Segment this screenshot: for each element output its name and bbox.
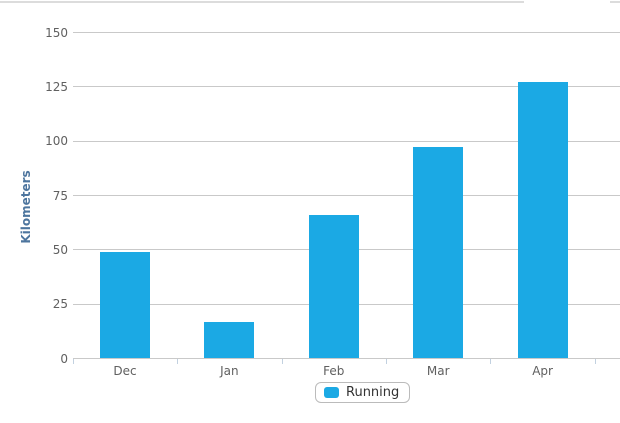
y-tick-label-50: 50 — [52, 242, 68, 257]
x-axis-tick — [72, 359, 74, 364]
gridline-150 — [73, 32, 620, 33]
x-label-jan: Jan — [220, 364, 239, 378]
gridline-75 — [73, 195, 620, 196]
x-axis-tick — [177, 359, 179, 364]
y-tick-label-100: 100 — [45, 134, 68, 149]
y-tick-label-0: 0 — [60, 351, 68, 366]
y-tick-label-150: 150 — [45, 25, 68, 40]
y-axis-title: Kilometers — [19, 170, 33, 244]
gridline-125 — [73, 86, 620, 88]
x-label-apr: Apr — [532, 364, 553, 378]
gridline-100 — [73, 140, 620, 142]
bar-dec[interactable] — [100, 252, 150, 359]
x-label-mar: Mar — [426, 364, 450, 378]
x-label-feb: Feb — [323, 364, 345, 378]
x-label-dec: Dec — [113, 364, 137, 378]
bar-mar[interactable] — [413, 146, 464, 359]
x-axis-tick — [594, 359, 596, 364]
x-axis-tick — [281, 359, 283, 364]
y-tick-label-25: 25 — [52, 297, 68, 312]
y-tick-label-125: 125 — [45, 79, 68, 94]
top-divider-line-right — [610, 1, 620, 3]
x-axis-tick — [490, 359, 492, 364]
y-tick-label-75: 75 — [52, 188, 68, 203]
x-axis-line — [73, 358, 620, 359]
bar-feb[interactable] — [308, 215, 359, 359]
x-axis-tick — [386, 359, 387, 364]
legend[interactable]: Running — [315, 382, 411, 403]
legend-label: Running — [346, 385, 400, 400]
bar-apr[interactable] — [517, 82, 568, 359]
bar-jan[interactable] — [204, 321, 255, 359]
top-divider-line — [0, 1, 524, 3]
legend-marker-icon — [324, 387, 339, 398]
